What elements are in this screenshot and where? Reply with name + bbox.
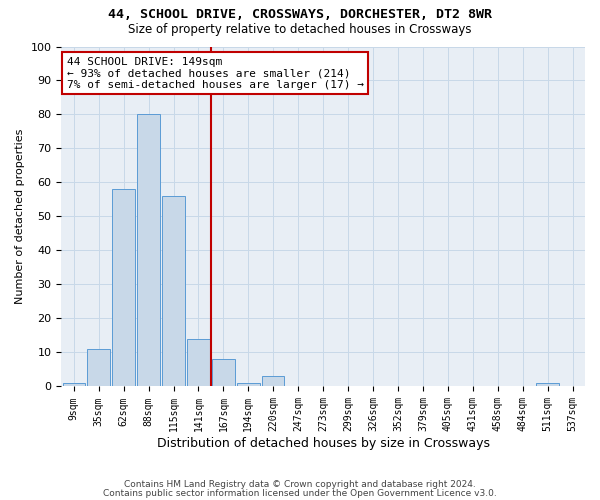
Text: 44, SCHOOL DRIVE, CROSSWAYS, DORCHESTER, DT2 8WR: 44, SCHOOL DRIVE, CROSSWAYS, DORCHESTER,… <box>108 8 492 20</box>
X-axis label: Distribution of detached houses by size in Crossways: Distribution of detached houses by size … <box>157 437 490 450</box>
Bar <box>187 339 209 386</box>
Bar <box>237 383 260 386</box>
Bar <box>137 114 160 386</box>
Bar <box>212 360 235 386</box>
Text: Contains public sector information licensed under the Open Government Licence v3: Contains public sector information licen… <box>103 488 497 498</box>
Bar <box>88 349 110 387</box>
Bar <box>112 190 135 386</box>
Text: Contains HM Land Registry data © Crown copyright and database right 2024.: Contains HM Land Registry data © Crown c… <box>124 480 476 489</box>
Bar <box>62 383 85 386</box>
Bar <box>262 376 284 386</box>
Text: 44 SCHOOL DRIVE: 149sqm
← 93% of detached houses are smaller (214)
7% of semi-de: 44 SCHOOL DRIVE: 149sqm ← 93% of detache… <box>67 56 364 90</box>
Text: Size of property relative to detached houses in Crossways: Size of property relative to detached ho… <box>128 22 472 36</box>
Y-axis label: Number of detached properties: Number of detached properties <box>15 129 25 304</box>
Bar <box>162 196 185 386</box>
Bar <box>536 383 559 386</box>
